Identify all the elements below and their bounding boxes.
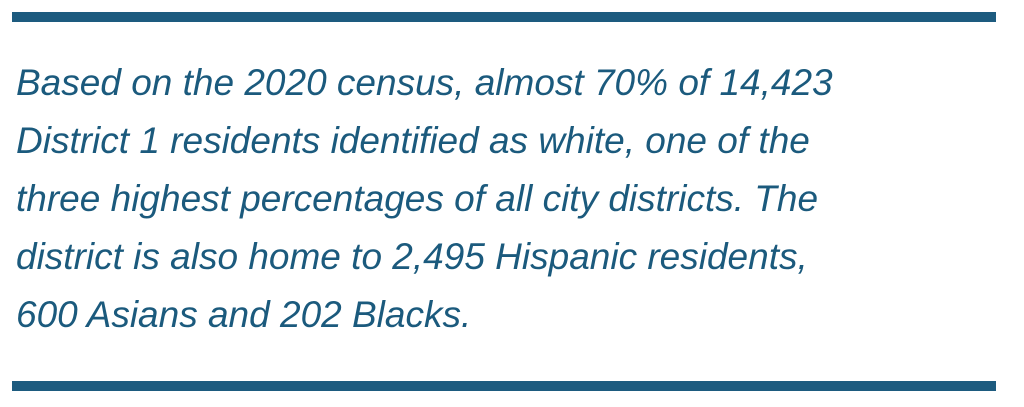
quote-line: 600 Asians and 202 Blacks.	[16, 294, 472, 335]
quote-text: Based on the 2020 census, almost 70% of …	[16, 54, 833, 344]
top-rule	[12, 12, 996, 22]
quote-line: three highest percentages of all city di…	[16, 178, 819, 219]
quote-line: District 1 residents identified as white…	[16, 120, 810, 161]
quote-line: district is also home to 2,495 Hispanic …	[16, 236, 808, 277]
bottom-rule	[12, 381, 996, 391]
quote-line: Based on the 2020 census, almost 70% of …	[16, 62, 833, 103]
